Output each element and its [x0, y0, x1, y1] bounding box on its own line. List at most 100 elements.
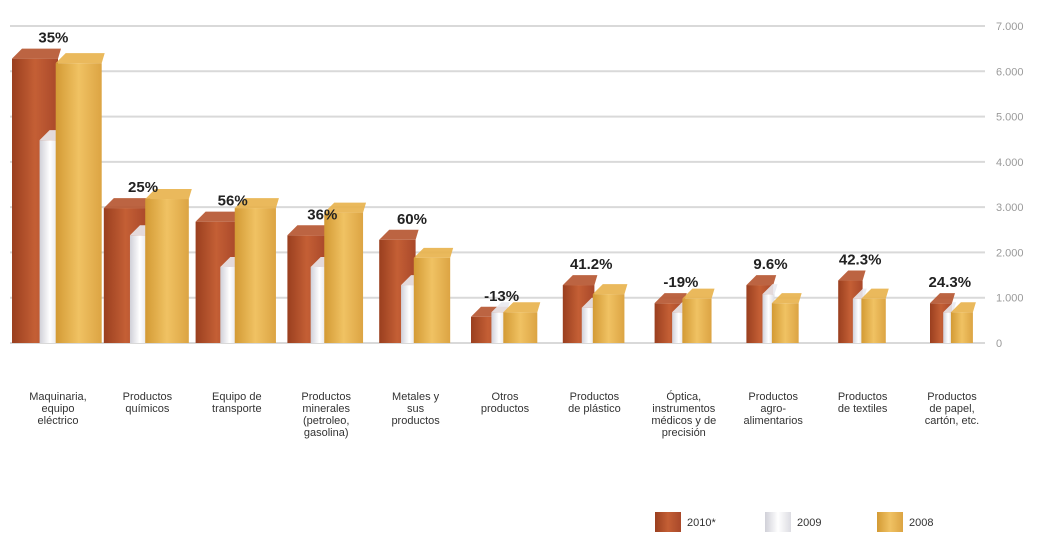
category-label: Productos: [748, 391, 798, 403]
category-label: precisión: [662, 427, 706, 439]
bar-top-2009-5: [491, 302, 510, 313]
bar-top-2009-9: [852, 288, 867, 299]
bar-top-2010-1: [103, 198, 151, 209]
bar-top-2010-4: [379, 229, 419, 240]
y-tick-label: 4.000: [996, 157, 1024, 169]
bar-2008-2: [234, 208, 276, 343]
bar-top-2010-3: [287, 225, 330, 236]
category-label: cartón, etc.: [925, 415, 979, 427]
category-label: Productos: [927, 391, 977, 403]
bar-2009-6: [581, 307, 596, 343]
bar-2009-0: [39, 140, 61, 343]
bar-2009-8: [762, 294, 775, 343]
bar-top-2010-10: [930, 293, 955, 304]
bar-2008-9: [861, 298, 886, 343]
growth-label: 60%: [397, 211, 427, 228]
bar-2009-5: [491, 312, 507, 343]
bar-2008-3: [324, 212, 364, 343]
bar-2008-0: [55, 63, 102, 344]
category-label: Metales y: [392, 391, 440, 403]
category-label: Equipo de: [212, 391, 262, 403]
bar-top-2008-7: [682, 288, 715, 299]
growth-label: 42.3%: [839, 252, 882, 269]
growth-label: 56%: [218, 193, 248, 210]
bar-2009-2: [220, 266, 239, 343]
category-label: minerales: [302, 403, 350, 415]
bar-2009-3: [310, 266, 329, 343]
growth-label: 24.3%: [929, 274, 972, 291]
bar-2009-9: [852, 298, 864, 343]
category-label: instrumentos: [652, 403, 715, 415]
legend-swatch: [877, 512, 903, 532]
y-tick-label: 7.000: [996, 21, 1024, 33]
category-label: médicos y de: [651, 415, 716, 427]
category-label: equipo: [41, 403, 74, 415]
bar-top-2009-8: [762, 284, 778, 295]
bar-2009-4: [401, 285, 418, 343]
y-tick-label: 3.000: [996, 202, 1024, 214]
growth-label: 41.2%: [570, 256, 613, 273]
bar-2008-8: [771, 303, 799, 343]
bar-top-2008-9: [861, 288, 889, 299]
legend-label: 2008: [909, 517, 933, 529]
legend-swatch: [765, 512, 791, 532]
bar-top-2008-1: [145, 189, 192, 200]
bar-top-2008-3: [324, 202, 367, 213]
y-tick-label: 0: [996, 338, 1002, 350]
bar-top-2010-0: [12, 48, 61, 59]
bar-2008-5: [503, 312, 538, 343]
bar-top-2010-2: [195, 211, 240, 222]
category-label: agro-: [760, 403, 786, 415]
bar-top-2010-7: [654, 293, 687, 304]
bar-top-2008-2: [234, 198, 279, 209]
y-tick-label: 2.000: [996, 247, 1024, 259]
growth-label: -19%: [663, 274, 698, 291]
category-label: Otros: [492, 391, 519, 403]
y-tick-label: 6.000: [996, 66, 1024, 78]
y-tick-label: 5.000: [996, 112, 1024, 124]
bar-2009-7: [672, 312, 686, 343]
bar-top-2008-4: [413, 247, 454, 258]
category-label: Productos: [838, 391, 888, 403]
category-label: sus: [407, 403, 425, 415]
bar-2009-1: [129, 235, 150, 343]
category-label: Óptica,: [666, 390, 701, 403]
category-label: transporte: [212, 403, 262, 415]
category-label: productos: [391, 415, 440, 427]
bar-2008-4: [413, 257, 451, 343]
category-label: de papel,: [929, 403, 974, 415]
legend-label: 2009: [797, 517, 821, 529]
bar-top-2008-0: [55, 53, 105, 64]
category-label: de plástico: [568, 403, 621, 415]
bar-top-2010-9: [838, 270, 866, 281]
category-label: alimentarios: [744, 415, 804, 427]
category-label: productos: [481, 403, 530, 415]
bar-2009-10: [943, 312, 954, 343]
category-label: Productos: [123, 391, 173, 403]
y-tick-label: 1.000: [996, 293, 1024, 305]
category-label: Productos: [570, 391, 620, 403]
bar-top-2010-8: [746, 275, 777, 286]
bar-top-2008-8: [771, 293, 802, 304]
category-label: químicos: [125, 403, 170, 415]
growth-label: 35%: [38, 30, 68, 47]
bar-2008-10: [950, 312, 973, 343]
legend-swatch: [655, 512, 681, 532]
growth-label: 9.6%: [753, 256, 787, 273]
bar-top-2009-10: [943, 302, 957, 313]
bar-top-2008-6: [592, 284, 628, 295]
category-label: de textiles: [838, 403, 888, 415]
growth-label: -13%: [484, 288, 519, 305]
growth-label: 25%: [128, 179, 158, 196]
category-label: Maquinaria,: [29, 391, 86, 403]
bar-2008-1: [145, 199, 189, 343]
category-label: eléctrico: [38, 415, 79, 427]
growth-label: 36%: [307, 206, 337, 223]
category-label: gasolina): [304, 427, 349, 439]
legend-label: 2010*: [687, 517, 716, 529]
bar-2008-7: [682, 298, 712, 343]
category-label: (petroleo,: [303, 415, 349, 427]
bar-top-2010-6: [562, 275, 598, 286]
